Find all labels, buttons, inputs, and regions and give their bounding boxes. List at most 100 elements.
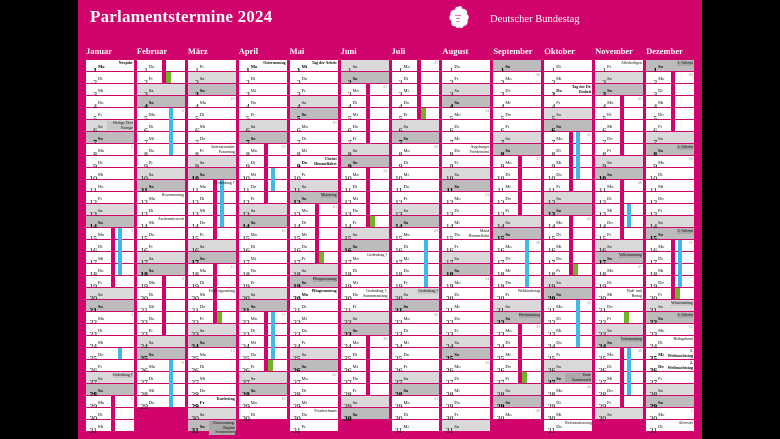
weekday-abbr: Fr <box>148 160 153 165</box>
day-cell: 6Di <box>442 120 491 135</box>
day-number: 6 <box>246 126 250 135</box>
day-number: 25 <box>445 354 454 363</box>
day-cell: 31So Ostersonntag, Beginn Sommerzeit <box>187 420 236 435</box>
weekday-abbr: Mo <box>199 352 207 357</box>
day-number: 28 <box>496 390 505 399</box>
day-number: 4 <box>449 102 454 111</box>
sitting-week-bar <box>212 264 217 323</box>
day-cell: 16Fr <box>442 240 491 255</box>
day-number: 26 <box>242 366 250 375</box>
weekday-abbr: So <box>148 184 154 189</box>
day-number: 12 <box>649 198 658 207</box>
day-cell: 30Sa <box>595 408 644 423</box>
day-cell: 26Di <box>187 360 236 375</box>
day-cell: 1Mi Tag der Arbeit <box>289 60 338 75</box>
bundesrat-day-bar <box>420 108 426 119</box>
day-number: 24 <box>242 342 250 351</box>
holiday-label: Pfingstmontag <box>311 288 337 293</box>
day-number: 19 <box>344 282 352 291</box>
day-cell: 13Di <box>442 204 491 219</box>
day-number: 19 <box>445 282 454 291</box>
month-column-februar: Februar 1Do 2Fr 3Sa 4So 5Mo 6 6Di 7Mi 8Do 9Fr 10Sa 1… <box>136 42 185 432</box>
day-cell: 24Mo 26 <box>340 336 389 351</box>
weekday-abbr: Mo <box>199 100 207 105</box>
weekday-abbr: Do <box>148 232 155 237</box>
day-cell: 9Sa <box>595 156 644 171</box>
day-cell: 6Fr <box>646 120 694 135</box>
day-cell: 21So <box>391 300 440 315</box>
bundesrat-day-bar <box>675 288 681 299</box>
holiday-label: Internationaler Frauentag <box>211 144 235 154</box>
holiday-label: 1. Advent <box>677 60 693 66</box>
day-number: 9 <box>602 162 607 171</box>
holiday-label: Tag der Arbeit <box>311 60 337 65</box>
weekday-abbr: Mo <box>556 388 563 393</box>
day-number: 17 <box>293 258 301 267</box>
day-cell: 20Sa <box>238 288 287 303</box>
day-cell: 26So <box>289 360 338 375</box>
weekday-abbr: Fr <box>556 352 561 357</box>
weekday-abbr: Sa <box>658 136 663 141</box>
weekday-abbr: So <box>607 340 612 345</box>
day-number: 19 <box>598 282 607 291</box>
day-number: 30 <box>547 414 556 423</box>
weekday-abbr: Do <box>505 112 511 117</box>
week-number: 10 <box>230 96 235 101</box>
day-cell: 23Mo 39 <box>493 324 542 339</box>
day-cell: 13Fr <box>646 204 694 219</box>
day-cell: 20Di <box>136 288 185 303</box>
day-number: 28 <box>547 390 556 399</box>
day-number: 17 <box>344 258 352 267</box>
day-cell: 16Do <box>289 240 338 255</box>
day-number: 31 <box>191 426 199 435</box>
day-cell: 3Mo 23 <box>340 84 389 99</box>
day-number: 22 <box>344 318 352 327</box>
day-list: 1Do 2Fr 3Sa 4So 5Mo 32 6Di 7Mi 8Do Augsburger Fri… <box>442 60 491 435</box>
day-number: 2 <box>195 78 199 87</box>
day-number: 30 <box>242 414 250 423</box>
weekday-abbr: So <box>352 244 358 249</box>
day-cell: 10Mo 24 <box>340 168 389 183</box>
day-number: 26 <box>445 366 454 375</box>
day-number: 22 <box>242 318 250 327</box>
day-cell: 15Di <box>544 228 593 243</box>
day-cell: 13Mi <box>187 204 236 219</box>
weekday-abbr: Fr <box>352 388 357 393</box>
day-number: 31 <box>445 426 454 435</box>
weekday-abbr: Sa <box>148 172 154 177</box>
weekday-abbr: Di <box>607 364 612 369</box>
day-cell: 25Do <box>86 348 134 363</box>
day-number: 27 <box>293 378 301 387</box>
day-number: 11 <box>598 186 607 195</box>
week-number: 45 <box>637 96 643 101</box>
day-cell: 12Fr <box>238 192 287 207</box>
weekday-abbr: Di <box>556 400 561 405</box>
weekday-abbr: Mo <box>403 148 410 153</box>
brand-text: Deutscher Bundestag <box>490 14 580 25</box>
weekday-abbr: Do <box>454 232 460 237</box>
day-cell: 2Fr <box>442 72 491 87</box>
weekday-abbr: So <box>505 148 511 153</box>
weekday-abbr: Fr <box>301 88 306 93</box>
day-number: 20 <box>649 294 658 303</box>
day-cell: 8So <box>493 144 542 159</box>
day-cell: 14So <box>391 216 440 231</box>
day-cell: 25Fr <box>544 348 593 363</box>
day-number: 12 <box>140 198 148 207</box>
day-cell: 30Mo 1 <box>646 408 694 423</box>
day-number: 30 <box>598 414 607 423</box>
day-number: 24 <box>395 342 403 351</box>
day-cell: 20Sa Gedenktag † <box>391 288 440 303</box>
day-cell: 30Do Fronleichnam <box>289 408 338 423</box>
day-cell: 21Fr <box>340 300 389 315</box>
weekday-abbr: Di <box>556 232 561 237</box>
day-number: 28 <box>242 390 250 399</box>
day-cell: 16Mi <box>544 240 593 255</box>
bundesrat-day-bar <box>267 360 273 371</box>
weekday-abbr: Do <box>352 208 359 213</box>
weekday-abbr: Do <box>148 64 155 69</box>
weekday-abbr: Sa <box>607 160 612 165</box>
sitting-week-bar <box>569 216 574 275</box>
day-number: 2 <box>398 78 403 87</box>
holiday-label: Neujahr <box>118 60 133 65</box>
